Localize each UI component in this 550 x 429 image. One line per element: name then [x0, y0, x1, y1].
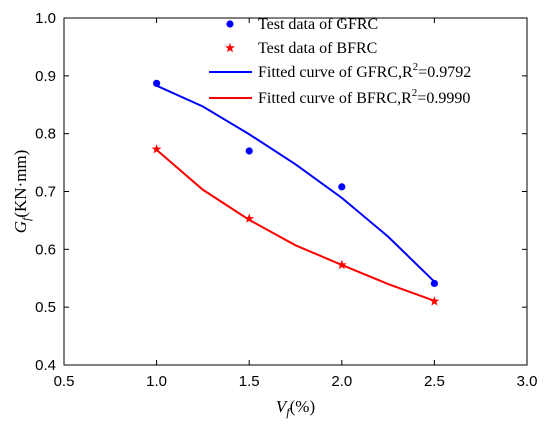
legend-label-bfrc-fit-r2: 0.9990: [426, 90, 470, 107]
legend-entry-bfrc-fit: Fitted curve of BFRC,R2=0.9990: [209, 87, 470, 107]
series-gfrc-fit: [156, 84, 436, 283]
y-axis-label: Gf(KN·mm): [11, 150, 33, 234]
y-tick-label: 1.0: [35, 10, 56, 27]
y-axis-ticks: 0.4 0.5 0.6 0.7 0.8 0.9 1.0: [35, 10, 527, 374]
legend-label-gfrc-fit: Fitted curve of GFRC,R2=0.9792: [258, 61, 471, 81]
legend-label-bfrc-fit-equals: =: [417, 90, 426, 107]
legend-label-gfrc-fit-name: Fitted curve of GFRC,R: [258, 64, 413, 81]
data-point-gfrc-data: [338, 183, 346, 191]
data-point-bfrc-data: [244, 213, 255, 223]
data-point-gfrc-data: [245, 147, 253, 155]
fit-line-bfrc-fit: [155, 149, 435, 302]
y-axis-label-rest: (KN·mm): [11, 150, 30, 218]
series-gfrc-data: [153, 79, 438, 288]
legend-label-gfrc-fit-r2: 0.9792: [427, 64, 471, 81]
x-axis-ticks: 0.5 1.0 1.5 2.0 2.5 3.0: [54, 18, 538, 390]
series-bfrc-fit: [155, 149, 435, 302]
x-axis-label-sub: f: [286, 405, 291, 419]
x-tick-label: 3.0: [517, 373, 538, 390]
legend-label-bfrc-fit: Fitted curve of BFRC,R2=0.9990: [258, 87, 470, 107]
plot-area: 0.5 1.0 1.5 2.0 2.5 3.0 0.40.50.60.70.80.91.0: [35, 10, 537, 390]
series-layer: [151, 79, 440, 306]
x-tick-label: 2.0: [331, 373, 352, 390]
x-tick-label: 0.5: [54, 373, 75, 390]
fit-line-gfrc-fit: [156, 84, 436, 283]
series-bfrc-data: [151, 144, 440, 306]
legend-symbol-gfrc-data: [226, 20, 234, 28]
y-tick-label: 0.5: [35, 299, 56, 316]
legend-label-bfrc-fit-name: Fitted curve of BFRC,R: [258, 90, 412, 107]
data-point-gfrc-data: [430, 279, 438, 288]
x-axis-label-main: V: [276, 397, 289, 416]
y-axis-label-sub: f: [19, 216, 33, 221]
data-point-bfrc-data: [151, 144, 162, 154]
legend-entry-gfrc-data: Test data of GFRC: [226, 16, 378, 33]
y-axis-label-main: G: [11, 221, 30, 233]
legend-entry-bfrc-data: Test data of BFRC: [225, 40, 377, 57]
legend: Test data of GFRC Test data of BFRC Fitt…: [209, 16, 471, 107]
x-tick-label: 1.5: [239, 373, 260, 390]
x-tick-label: 1.0: [146, 373, 167, 390]
y-tick-label: 0.8: [35, 126, 56, 143]
y-tick-label: 0.6: [35, 241, 56, 258]
x-axis-label: Vf(%): [276, 397, 315, 419]
legend-label-gfrc-fit-equals: =: [418, 64, 427, 81]
y-tick-label: 0.7: [35, 184, 56, 201]
legend-label-bfrc-data: Test data of BFRC: [258, 40, 377, 57]
x-tick-label: 2.5: [424, 373, 445, 390]
legend-label-bfrc-fit-exponent: 2: [412, 87, 418, 99]
legend-label-gfrc-fit-exponent: 2: [413, 61, 419, 73]
legend-symbol-bfrc-data: [225, 42, 235, 53]
x-axis-label-rest: (%): [290, 397, 315, 416]
legend-label-gfrc-data: Test data of GFRC: [258, 16, 378, 33]
y-tick-label: 0.9: [35, 68, 56, 85]
data-point-bfrc-data: [429, 296, 440, 306]
legend-entry-gfrc-fit: Fitted curve of GFRC,R2=0.9792: [209, 61, 471, 81]
y-tick-label: 0.4: [35, 357, 56, 374]
data-point-gfrc-data: [153, 79, 161, 87]
